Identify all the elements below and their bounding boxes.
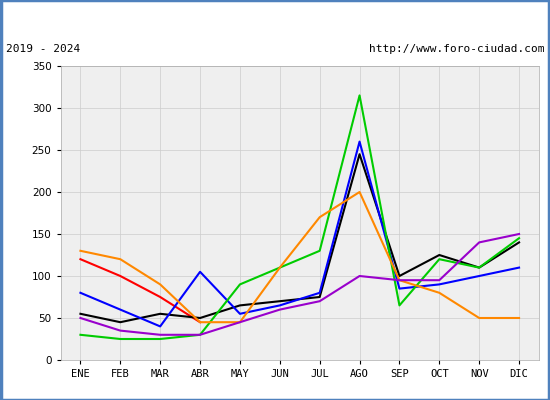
Text: 2019 - 2024: 2019 - 2024 xyxy=(6,44,80,54)
Text: http://www.foro-ciudad.com: http://www.foro-ciudad.com xyxy=(369,44,544,54)
Text: Evolucion Nº Turistas Nacionales en el municipio de Olmillos de Castro: Evolucion Nº Turistas Nacionales en el m… xyxy=(0,12,550,24)
